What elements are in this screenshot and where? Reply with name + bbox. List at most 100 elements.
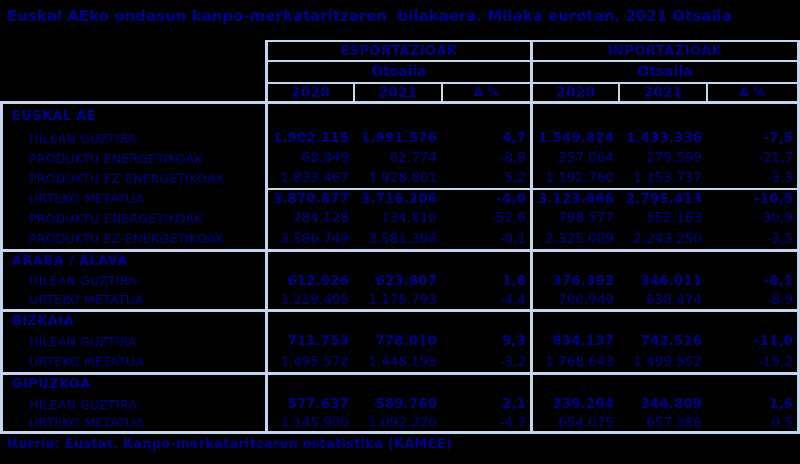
export-2020-value: 1.229.405 — [265, 290, 353, 309]
row-label: HILEAN GUZTIRA — [0, 394, 265, 414]
import-2020-value: 654.075 — [530, 414, 618, 434]
section-header-spacer — [353, 372, 441, 394]
row-label: PRODUKTU ENERGETIKOAK — [0, 148, 265, 168]
section-header: EUSKAL AE — [0, 104, 265, 128]
export-delta-value: 9,3 — [502, 333, 526, 349]
export-2020-value: 577.637 — [265, 394, 353, 414]
import-delta-value: -8,9 — [706, 290, 800, 309]
section-header-spacer — [353, 104, 441, 128]
export-delta-value: 4,7 — [502, 130, 526, 146]
export-2020-value: 612.926 — [265, 271, 353, 290]
exports-period-header: Otsaila — [265, 62, 530, 84]
import-2020-value: 1.192.760 — [530, 168, 618, 188]
export-delta-value: -8,8 — [499, 150, 526, 166]
export-2020-value: 68.849 — [265, 148, 353, 168]
import-delta-value: -7,5 — [706, 128, 800, 148]
row-label: HILEAN GUZTIRA — [0, 271, 265, 290]
export-2021-value: 3.581.398 — [368, 230, 437, 247]
export-2020-value: 1.495.572 — [265, 351, 353, 372]
section-header: BIZKAIA — [0, 309, 265, 331]
import-2020-value: 376.393 — [530, 271, 618, 290]
row-label: PRODUKTU EZ-ENERGETIKOAK — [0, 168, 265, 188]
import-2020-value: 3.123.666 — [530, 188, 618, 208]
export-delta-value: -4,0 — [441, 188, 530, 208]
row-label: URTEKO METATUA — [0, 188, 265, 208]
export-2021-value: 623.807 — [375, 272, 438, 289]
row-label: PRODUKTU ENERGETIKOAK — [0, 208, 265, 228]
import-2021-value: 2.243.250 — [633, 230, 702, 247]
row-label: PRODUKTU EZ-ENERGETIKOAK — [0, 228, 265, 249]
export-2021-value: 62.774 — [389, 150, 437, 166]
section-header-spacer — [441, 309, 530, 331]
import-2021-value: 638.474 — [646, 291, 702, 308]
imports-period-header: Otsaila — [530, 62, 800, 84]
import-delta-value: -11,0 — [706, 331, 800, 351]
export-delta-value: 5,2 — [504, 170, 526, 186]
section-header-spacer — [265, 309, 353, 331]
section-header-spacer — [618, 104, 706, 128]
section-header-spacer — [530, 309, 618, 331]
import-2020-value: 1.768.643 — [530, 351, 618, 372]
export-2020-value: 711.753 — [265, 331, 353, 351]
export-delta-value: -3,2 — [499, 353, 526, 370]
section-header: ARABA / ÁLAVA — [0, 249, 265, 271]
imports-2020-header: 2020 — [530, 84, 618, 104]
export-2021-value: 1.092.220 — [353, 414, 441, 434]
section-header-spacer — [618, 372, 706, 394]
imports-2021-header: 2021 — [618, 84, 706, 104]
section-header-spacer — [353, 249, 441, 271]
page-title: Euskal AEko ondasun kanpo-merkataritzare… — [7, 7, 732, 25]
section-header-spacer — [706, 309, 800, 331]
exports-group-header: ESPORTAZIOAK — [265, 40, 530, 62]
exports-delta-header: Δ % — [441, 84, 530, 104]
exports-2021-header: 2021 — [353, 84, 441, 104]
import-2020-value: 700.949 — [530, 290, 618, 309]
import-delta-value: -21,7 — [706, 148, 800, 168]
export-2021-value: 1.448.195 — [368, 353, 437, 370]
export-2021-value: 3.716.208 — [353, 188, 441, 208]
import-2021-value: 279.599 — [646, 150, 702, 166]
row-label: URTEKO METATUA — [0, 351, 265, 372]
section-header-spacer — [530, 249, 618, 271]
export-2021-value: 1.175.793 — [368, 291, 437, 308]
exports-2020-header: 2020 — [265, 84, 353, 104]
export-delta-value: -0,1 — [499, 230, 526, 247]
import-2021-value: 1.499.552 — [633, 353, 702, 370]
export-2021-value: 1.991.576 — [360, 130, 437, 146]
import-2021-value: 344.809 — [640, 396, 703, 412]
row-label: HILEAN GUZTIRA — [0, 331, 265, 351]
import-2020-value: 798.577 — [530, 208, 618, 228]
import-2020-value: 2.325.089 — [530, 228, 618, 249]
header-spacer — [0, 84, 265, 104]
section-header-spacer — [441, 249, 530, 271]
import-2020-value: 357.064 — [530, 148, 618, 168]
section-header-spacer — [618, 249, 706, 271]
section-header-spacer — [441, 104, 530, 128]
imports-delta-header: Δ % — [706, 84, 800, 104]
trade-table: ESPORTAZIOAK INPORTAZIOAK Otsaila Otsail… — [0, 40, 800, 434]
import-delta-value: -10,5 — [706, 188, 800, 208]
import-2020-value: 1.549.824 — [530, 128, 618, 148]
import-delta-value: -3,5 — [706, 228, 800, 249]
section-header: GIPUZKOA — [0, 372, 265, 394]
import-2021-value: 2.795.413 — [618, 188, 706, 208]
header-spacer — [0, 62, 265, 84]
row-label: URTEKO METATUA — [0, 290, 265, 309]
source-note: Iturria: Eustat. Kanpo-merkataritzaren e… — [7, 437, 452, 452]
section-header-spacer — [265, 372, 353, 394]
export-2021-value: 1.928.801 — [368, 170, 437, 186]
section-header-spacer — [265, 249, 353, 271]
import-delta-value: -3,3 — [706, 168, 800, 188]
import-2021-value: 657.386 — [618, 414, 706, 434]
section-header-spacer — [353, 309, 441, 331]
section-header-spacer — [530, 104, 618, 128]
section-header-spacer — [618, 309, 706, 331]
import-delta-value: 0,5 — [706, 414, 800, 434]
row-label: URTEKO METATUA — [0, 414, 265, 434]
import-delta-value: -8,1 — [706, 271, 800, 290]
export-delta-value: -4,7 — [441, 414, 530, 434]
export-2021-value: 589.760 — [375, 396, 438, 412]
section-header-spacer — [265, 104, 353, 128]
section-header-spacer — [706, 104, 800, 128]
